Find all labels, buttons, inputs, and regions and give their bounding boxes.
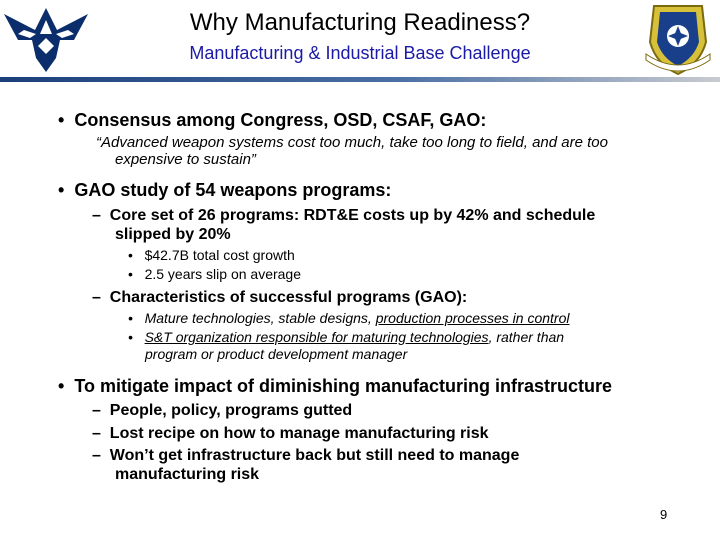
- subsub-st-organization-cont: program or product development manager: [145, 346, 408, 362]
- bullet-gao-study: • GAO study of 54 weapons programs:: [58, 180, 391, 201]
- bullet-text: GAO study of 54 weapons programs:: [74, 180, 392, 200]
- bullet-glyph: •: [58, 376, 65, 396]
- afrl-shield-seal-icon: [645, 5, 711, 76]
- sub-text: Won’t get infrastructure back but still …: [109, 447, 520, 464]
- header-rule: [0, 77, 720, 82]
- subsub-st-organization: • S&T organization responsible for matur…: [128, 329, 564, 346]
- underlined-phrase: S&T organization responsible for maturin…: [144, 329, 489, 345]
- sub-text: Core set of 26 programs: RDT&E costs up …: [109, 207, 596, 224]
- quote-line-1: “Advanced weapon systems cost too much, …: [96, 134, 608, 151]
- subsub-text: $42.7B total cost growth: [144, 247, 295, 263]
- bullet-text: Consensus among Congress, OSD, CSAF, GAO…: [74, 110, 487, 130]
- sub-text: People, policy, programs gutted: [109, 402, 353, 419]
- page-subtitle: Manufacturing & Industrial Base Challeng…: [189, 43, 531, 63]
- dash-glyph: –: [92, 447, 101, 464]
- sub-core-programs: – Core set of 26 programs: RDT&E costs u…: [92, 206, 595, 225]
- underlined-phrase: production processes in control: [375, 310, 570, 326]
- bullet-consensus: • Consensus among Congress, OSD, CSAF, G…: [58, 110, 486, 131]
- quote-line-2: expensive to sustain”: [115, 151, 256, 168]
- sub-lost-recipe: – Lost recipe on how to manage manufactu…: [92, 424, 489, 443]
- bullet-glyph: •: [128, 310, 133, 326]
- dash-glyph: –: [92, 207, 101, 224]
- bullet-mitigate: • To mitigate impact of diminishing manu…: [58, 376, 612, 397]
- bullet-glyph: •: [128, 247, 133, 263]
- subsub-text: Mature technologies, stable designs,: [144, 310, 376, 326]
- sub-infrastructure: – Won’t get infrastructure back but stil…: [92, 446, 519, 465]
- sub-characteristics: – Characteristics of successful programs…: [92, 288, 467, 307]
- subsub-text: , rather than: [488, 329, 565, 345]
- dash-glyph: –: [92, 289, 101, 306]
- bullet-glyph: •: [128, 329, 133, 345]
- subsub-mature-tech: • Mature technologies, stable designs, p…: [128, 310, 570, 327]
- air-force-wings-icon: [4, 8, 88, 72]
- bullet-glyph: •: [58, 110, 65, 130]
- dash-glyph: –: [92, 425, 101, 442]
- sub-text: Characteristics of successful programs (…: [109, 289, 468, 306]
- bullet-text: To mitigate impact of diminishing manufa…: [74, 376, 613, 396]
- sub-people-policy: – People, policy, programs gutted: [92, 401, 352, 420]
- bullet-glyph: •: [58, 180, 65, 200]
- sub-core-programs-cont: slipped by 20%: [115, 226, 231, 243]
- page-number: 9: [660, 507, 668, 522]
- subsub-cost-growth: • $42.7B total cost growth: [128, 247, 295, 264]
- bullet-glyph: •: [128, 266, 133, 282]
- page-title: Why Manufacturing Readiness?: [189, 9, 531, 36]
- slide-header: Why Manufacturing Readiness? Manufacturi…: [0, 0, 720, 86]
- subsub-text: 2.5 years slip on average: [144, 266, 302, 282]
- sub-infrastructure-cont: manufacturing risk: [115, 466, 260, 483]
- dash-glyph: –: [92, 402, 101, 419]
- subsub-schedule-slip: • 2.5 years slip on average: [128, 266, 301, 283]
- sub-text: Lost recipe on how to manage manufacturi…: [109, 425, 489, 442]
